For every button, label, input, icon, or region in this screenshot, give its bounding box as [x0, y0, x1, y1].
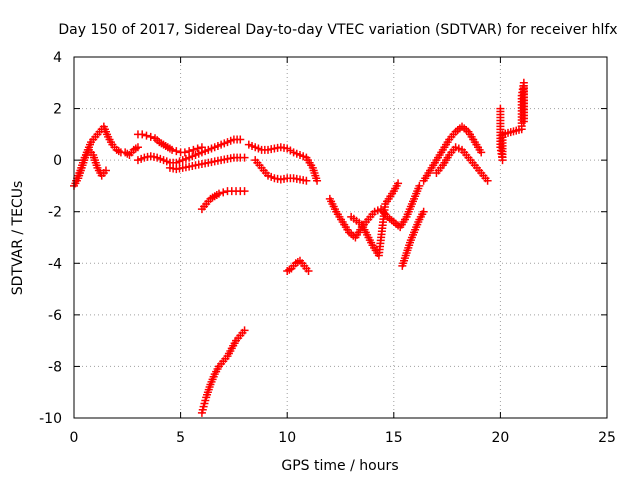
data-point	[240, 153, 249, 162]
series-midday-band-a	[133, 130, 206, 157]
marks-layer	[70, 78, 528, 417]
data-point	[180, 148, 189, 157]
data-point	[214, 189, 223, 198]
data-point	[236, 135, 245, 144]
data-point	[419, 207, 428, 216]
x-tick-label: 25	[598, 430, 616, 446]
data-point	[304, 267, 313, 276]
series-dip-segment	[283, 256, 313, 276]
x-tick-label: 0	[70, 430, 79, 446]
grid-layer	[74, 57, 607, 418]
data-point	[142, 131, 151, 140]
series-night-rise-b	[432, 143, 492, 185]
series-midday-band-c	[165, 153, 249, 174]
series-upper-band-early-b	[72, 145, 110, 185]
y-tick-label: 2	[53, 102, 62, 118]
data-point	[415, 181, 424, 190]
series-night-rise	[419, 122, 486, 185]
data-point	[168, 145, 177, 154]
series-afternoon-band-b	[251, 156, 311, 185]
data-point	[193, 144, 202, 153]
plot-frame	[73, 56, 608, 419]
x-axis-label: GPS time / hours	[281, 458, 398, 474]
data-point	[483, 176, 492, 185]
y-tick-label: -6	[48, 308, 62, 324]
series-low-branch	[197, 187, 249, 214]
data-point	[146, 132, 155, 141]
y-tick-label: -2	[48, 205, 62, 221]
series-evening-trough	[325, 181, 424, 242]
y-tick-label: -4	[48, 256, 62, 272]
data-point	[394, 179, 403, 188]
data-point	[477, 148, 486, 157]
chart-title: Day 150 of 2017, Sidereal Day-to-day VTE…	[58, 22, 617, 38]
data-point	[240, 187, 249, 196]
y-axis-label: SDTVAR / TECUs	[10, 181, 26, 296]
y-tick-label: 0	[53, 153, 62, 169]
x-tick-label: 5	[176, 430, 185, 446]
series-deep-drop	[197, 326, 249, 417]
series-evening-scatter	[347, 179, 403, 260]
series-afternoon-band	[244, 140, 322, 185]
data-point	[519, 83, 528, 92]
data-point	[138, 130, 147, 139]
series-upper-band-early	[70, 122, 142, 190]
y-tick-label: 4	[53, 50, 62, 66]
series-late-points	[496, 78, 528, 165]
data-point	[240, 326, 249, 335]
y-tick-label: -8	[48, 359, 62, 375]
x-tick-label: 15	[385, 430, 403, 446]
data-point	[219, 188, 228, 197]
series-evening-lower	[398, 207, 428, 270]
data-point	[189, 145, 198, 154]
data-point	[101, 166, 110, 175]
series-midday-band-b	[133, 135, 245, 167]
data-point	[133, 143, 142, 152]
x-tick-label: 10	[278, 430, 296, 446]
y-tick-label: -10	[39, 411, 62, 427]
x-tick-label: 20	[491, 430, 509, 446]
data-point	[302, 176, 311, 185]
data-point	[172, 147, 181, 156]
ticks-layer: 0 5 10 15 20 25 -10 -8 -6 -4 -2 0 2 4	[39, 50, 616, 446]
data-point	[313, 176, 322, 185]
